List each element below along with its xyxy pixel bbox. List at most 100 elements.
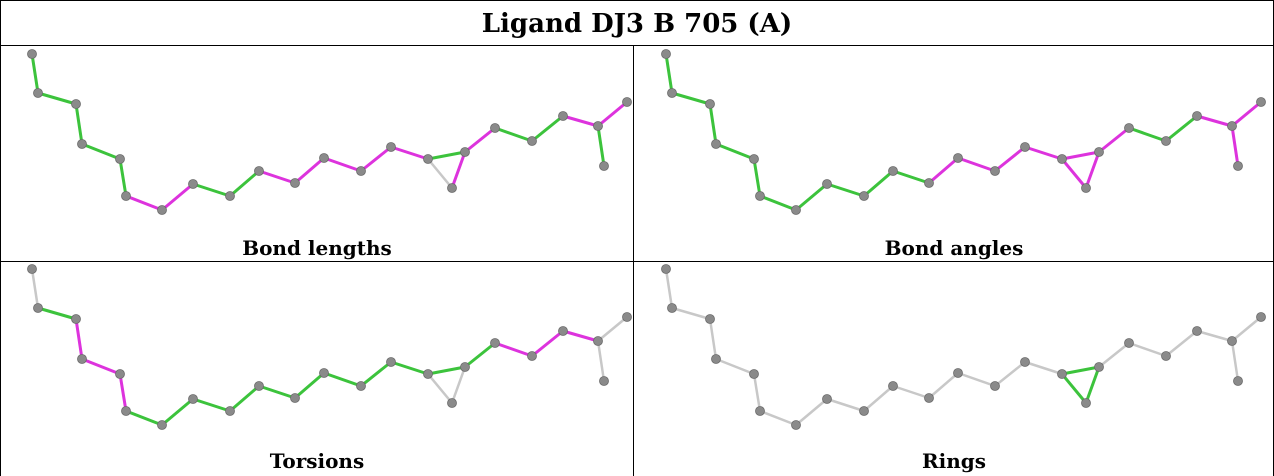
atom <box>1081 398 1091 408</box>
atom <box>290 393 300 403</box>
bond-gray <box>596 339 606 383</box>
atom <box>953 153 963 163</box>
atom <box>447 183 457 193</box>
atom <box>1192 111 1202 121</box>
atom <box>356 381 366 391</box>
bond-gray <box>891 384 931 400</box>
bond-green <box>80 142 122 161</box>
atom <box>888 381 898 391</box>
atom <box>225 406 235 416</box>
atom <box>1094 147 1104 157</box>
atom <box>121 191 131 201</box>
atom <box>667 303 677 313</box>
bond-gray <box>956 371 997 388</box>
bond-magenta <box>530 329 565 358</box>
atom <box>1124 123 1134 133</box>
bond-green <box>228 384 261 413</box>
atom <box>924 178 934 188</box>
bond-green <box>389 360 430 376</box>
bond-magenta <box>124 194 164 212</box>
atom <box>859 191 869 201</box>
atom <box>225 191 235 201</box>
atom <box>711 139 721 149</box>
atom <box>423 154 433 164</box>
atom <box>924 393 934 403</box>
molecule-diagram-torsions <box>27 264 632 430</box>
molecule-diagram-bond-angles <box>661 49 1266 215</box>
atom <box>254 166 264 176</box>
bond-magenta <box>1195 114 1234 128</box>
bond-green <box>426 365 467 376</box>
bond-magenta <box>359 145 393 173</box>
bond-green <box>596 124 606 168</box>
bond-gray <box>794 397 829 427</box>
atom <box>157 205 167 215</box>
bond-green <box>322 371 363 388</box>
atom <box>1227 336 1237 346</box>
bond-gray <box>670 306 712 321</box>
bond-gray <box>30 267 40 310</box>
bond-green <box>191 182 232 198</box>
atom <box>705 314 715 324</box>
bond-gray <box>450 365 467 405</box>
atom <box>386 142 396 152</box>
bond-gray <box>708 317 718 361</box>
bond-magenta <box>1097 126 1131 154</box>
bond-magenta <box>160 182 195 212</box>
bond-magenta <box>74 317 84 361</box>
atom <box>1020 142 1030 152</box>
bond-magenta <box>493 341 534 358</box>
atom <box>115 369 125 379</box>
bond-magenta <box>322 156 363 173</box>
atom <box>1233 161 1243 171</box>
atom <box>1161 351 1171 361</box>
atom <box>460 362 470 372</box>
atom <box>755 406 765 416</box>
atom <box>71 99 81 109</box>
atom <box>157 420 167 430</box>
bond-gray <box>426 372 454 405</box>
atom <box>749 154 759 164</box>
bond-green <box>862 169 895 198</box>
bond-green <box>191 397 232 413</box>
atom <box>490 123 500 133</box>
bond-magenta <box>80 357 122 376</box>
bond-gray <box>752 372 762 413</box>
bond-green <box>36 91 78 106</box>
atom <box>1094 362 1104 372</box>
bond-magenta <box>1230 100 1263 128</box>
atom <box>527 136 537 146</box>
bond-green <box>1127 126 1168 143</box>
bond-green <box>36 306 78 321</box>
atom <box>1057 369 1067 379</box>
atom <box>622 97 632 107</box>
atom <box>791 205 801 215</box>
bond-green <box>293 371 326 400</box>
bond-gray <box>1127 341 1168 358</box>
divider-horizontal <box>0 261 1274 262</box>
atom <box>77 139 87 149</box>
bond-magenta <box>956 156 997 173</box>
bond-gray <box>426 157 454 190</box>
atom <box>661 49 671 59</box>
bond-magenta <box>389 145 430 161</box>
bond-gray <box>758 409 798 427</box>
atom <box>990 166 1000 176</box>
atom <box>115 154 125 164</box>
atom <box>990 381 1000 391</box>
bond-green <box>794 182 829 212</box>
atom <box>593 336 603 346</box>
bond-gray <box>1195 329 1234 343</box>
atom <box>822 394 832 404</box>
bond-green <box>124 409 164 427</box>
atom <box>188 394 198 404</box>
bond-green <box>257 384 297 400</box>
bond-green <box>758 194 798 212</box>
bond-green <box>714 142 756 161</box>
bond-gray <box>664 267 674 310</box>
bond-magenta <box>450 150 467 190</box>
atom <box>888 166 898 176</box>
atom <box>711 354 721 364</box>
border-left <box>0 0 1 476</box>
